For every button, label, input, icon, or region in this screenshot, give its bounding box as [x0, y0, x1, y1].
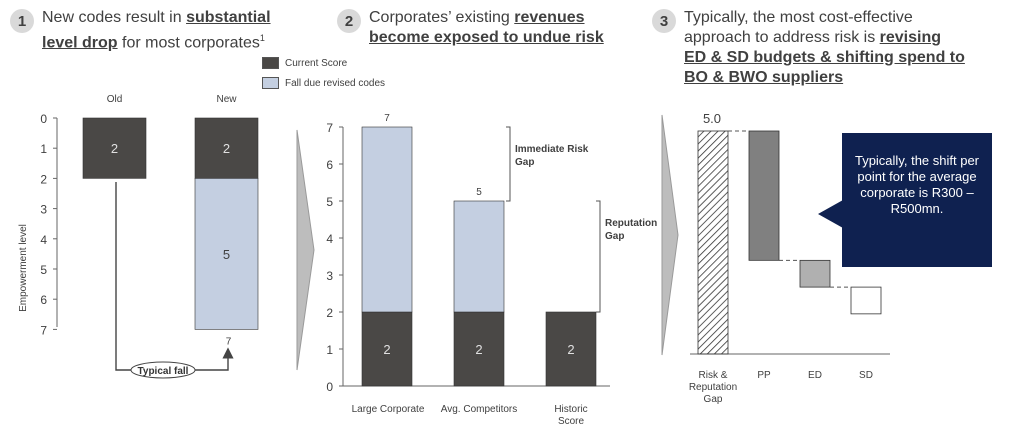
- chart-1-ylabel: Empowerment level: [18, 224, 29, 312]
- chart-3-total-label: 5.0: [703, 111, 721, 126]
- callout-pointer: [818, 200, 843, 228]
- legend-item-fall: Fall due revised codes: [262, 76, 385, 90]
- chart-2-category-label: Avg. Competitors: [441, 404, 518, 415]
- legend-item-current-score: Current Score: [262, 56, 385, 70]
- chart-1-bar-current: [194, 117, 259, 179]
- chart-2: 0 1 2 3 4 5 6 7 Large Corporate Avg. Competitors…: [326, 113, 657, 427]
- chart-2-data-label: 2: [383, 342, 390, 357]
- panel-1-bold: substantial level drop: [42, 9, 271, 52]
- typical-fall-label: Typical fall: [138, 366, 189, 377]
- chart-2-bar-current: [545, 311, 597, 387]
- chart-2-bracket: [506, 126, 511, 202]
- chart-3-bar: [799, 259, 831, 288]
- footnote-marker: 1: [259, 33, 265, 43]
- chart-1-bar-current: [82, 117, 147, 179]
- chart-1-bar-fall: [194, 178, 259, 330]
- panel-3-title: Typically, the most cost-effective appro…: [684, 8, 966, 88]
- chart-2-bracket-label: Reputation: [605, 218, 657, 229]
- chart-1-category-label: New: [216, 94, 237, 105]
- chart-2-category-label: Score: [558, 416, 585, 427]
- chart-1-data-label: 5: [223, 247, 230, 262]
- chart-1-tick-label: 1: [40, 142, 47, 156]
- chart-1-tick-label: 7: [40, 323, 47, 337]
- panel-3-header: 3 Typically, the most cost-effective app…: [652, 8, 972, 88]
- panel-2-bold: revenues become exposed to undue risk: [369, 9, 604, 46]
- chart-2-tick-label: 4: [326, 232, 333, 246]
- chart-2-tick-label: 3: [326, 269, 333, 283]
- panel-3-number: 3: [652, 9, 676, 33]
- chart-1-data-label: 2: [111, 141, 118, 156]
- panel-3-bold: revising ED & SD budgets & shifting spen…: [684, 29, 965, 86]
- panel-1-text-end: for most corporates: [117, 34, 260, 52]
- panel-2-text: Corporates’ existing: [369, 9, 515, 26]
- chart-2-tick-label: 0: [326, 380, 333, 394]
- chart-1-total-label: 7: [226, 336, 232, 347]
- panel-1-title: New codes result in substantial level dr…: [42, 8, 290, 53]
- chart-2-category-label: Large Corporate: [352, 404, 425, 415]
- chart-3-category-label: Gap: [704, 394, 723, 405]
- legend-label-current: Current Score: [285, 57, 348, 69]
- panel-2-header: 2 Corporates’ existing revenues become e…: [337, 8, 627, 48]
- panel-2-number: 2: [337, 9, 361, 33]
- panel-1-header: 1 New codes result in substantial level …: [10, 8, 290, 53]
- chart-2-bar-current: [361, 311, 413, 387]
- chart-2-total-label: 5: [476, 187, 482, 198]
- chart-1-data-label: 2: [223, 141, 230, 156]
- chart-2-total-label: 7: [384, 113, 390, 124]
- chart-3-category-label: Risk &: [699, 370, 728, 381]
- chart-1-category-label: Old: [107, 94, 123, 105]
- chart-2-bracket-label: Gap: [515, 157, 534, 168]
- chart-3-category-label: PP: [757, 370, 771, 381]
- typical-fall-badge: [130, 361, 196, 379]
- callout-box: Typically, the shift per point for the a…: [842, 133, 992, 267]
- chart-2-data-label: 2: [567, 342, 574, 357]
- chart-2-bar-current: [453, 311, 505, 387]
- chevron-1: [296, 129, 315, 371]
- chart-1-tick-label: 5: [40, 263, 47, 277]
- chart-3-bar: [748, 130, 780, 261]
- chart-2-tick-label: 6: [326, 158, 333, 172]
- panel-1-text: New codes result in: [42, 9, 187, 26]
- chart-3-category-label: SD: [859, 370, 873, 381]
- panel-1-number: 1: [10, 9, 34, 33]
- legend-swatch-current: [262, 57, 279, 69]
- chart-1-tick-label: 2: [40, 172, 47, 186]
- callout-text: Typically, the shift per point for the a…: [854, 153, 980, 216]
- chart-1-tick-label: 4: [40, 233, 47, 247]
- chart-1-tick-label: 0: [40, 112, 47, 126]
- chart-2-bracket-label: Gap: [605, 231, 624, 242]
- chart-3-category-label: ED: [808, 370, 822, 381]
- panel-2-title: Corporates’ existing revenues become exp…: [369, 8, 624, 48]
- legend-label-fall: Fall due revised codes: [285, 77, 386, 89]
- chart-3-bar: [850, 286, 882, 315]
- chart-2-tick-label: 2: [326, 306, 333, 320]
- chart-2-bar-fall: [453, 200, 505, 313]
- legend: Current Score Fall due revised codes: [262, 56, 385, 96]
- chart-3-bar: [697, 130, 729, 355]
- chart-1-tick-label: 6: [40, 293, 47, 307]
- chart-2-tick-label: 5: [326, 195, 333, 209]
- panel-3-text: Typically, the most cost-effective appro…: [684, 9, 913, 46]
- chart-2-bar-fall: [361, 126, 413, 313]
- chart-2-data-label: 2: [475, 342, 482, 357]
- chevron-2: [661, 114, 679, 356]
- chart-2-tick-label: 7: [326, 121, 333, 135]
- chart-2-category-label: Historic: [554, 404, 587, 415]
- chart-3-category-label: Reputation: [689, 382, 737, 393]
- chart-2-tick-label: 1: [326, 343, 333, 357]
- chart-1: Empowerment level 0 1 2 3 4 5 6 7 Old New 2 2 5 7 T…: [18, 94, 259, 379]
- chart-2-bracket-label: Immediate Risk: [515, 144, 589, 155]
- chart-2-bracket: [596, 200, 601, 313]
- legend-swatch-fall: [262, 77, 279, 89]
- chart-1-tick-label: 3: [40, 203, 47, 217]
